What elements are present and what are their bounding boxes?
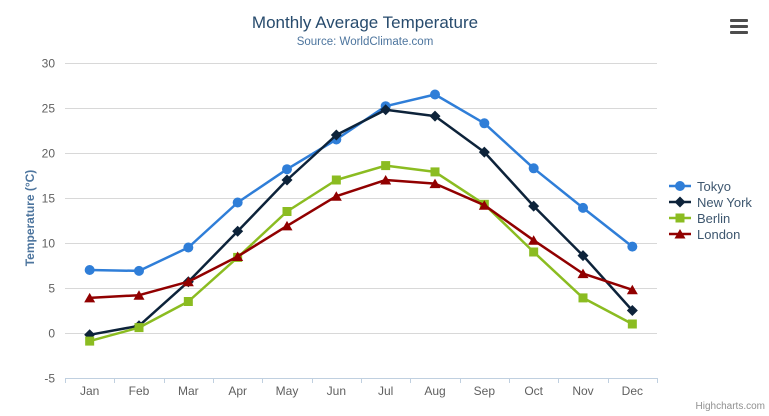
marker-berlin[interactable] [85, 336, 95, 346]
marker-london[interactable] [330, 191, 342, 201]
x-axis-label: May [276, 384, 299, 398]
legend-label: Berlin [697, 210, 731, 226]
series-line-london[interactable] [89, 178, 633, 300]
marker-london[interactable] [528, 235, 540, 245]
marker-new-york[interactable] [380, 104, 392, 116]
y-axis-label: 10 [42, 237, 56, 251]
marker-london[interactable] [84, 292, 96, 303]
legend-marker-triangle-icon [669, 229, 691, 239]
marker-london[interactable] [577, 268, 589, 279]
legend-marker-diamond-icon [669, 196, 691, 208]
marker-new-york[interactable] [478, 146, 490, 158]
marker-tokyo[interactable] [183, 242, 194, 253]
marker-london[interactable] [182, 276, 194, 287]
x-axis-label: Feb [129, 384, 150, 398]
marker-berlin[interactable] [331, 175, 341, 185]
x-axis-label: Sep [474, 384, 496, 398]
marker-tokyo[interactable] [627, 241, 638, 252]
marker-new-york[interactable] [281, 174, 293, 186]
legend: Tokyo New York Berlin London [668, 178, 752, 242]
legend-item-tokyo[interactable]: Tokyo [668, 178, 752, 194]
marker-tokyo[interactable] [84, 265, 95, 275]
y-axis-label: 15 [42, 192, 56, 206]
marker-london[interactable] [133, 290, 145, 300]
y-axis-label: 30 [42, 57, 56, 71]
marker-berlin[interactable] [183, 297, 193, 306]
marker-tokyo[interactable] [528, 163, 539, 174]
marker-tokyo[interactable] [479, 118, 490, 129]
legend-label: Tokyo [697, 178, 731, 194]
legend-item-berlin[interactable]: Berlin [668, 210, 752, 226]
x-axis-label: Mar [178, 384, 199, 398]
marker-new-york[interactable] [577, 250, 589, 262]
y-axis-label: 20 [42, 147, 56, 161]
marker-tokyo[interactable] [134, 265, 144, 276]
legend-label: New York [697, 194, 752, 210]
marker-berlin[interactable] [282, 207, 292, 216]
y-axis-label: 5 [48, 282, 55, 296]
marker-london[interactable] [281, 220, 293, 231]
x-axis-label: Apr [228, 384, 247, 398]
marker-tokyo[interactable] [282, 164, 292, 175]
chart-title: Monthly Average Temperature [251, 13, 479, 32]
y-axis-label: 25 [42, 102, 56, 116]
marker-london[interactable] [429, 178, 441, 189]
series-line-berlin[interactable] [89, 164, 633, 343]
marker-tokyo[interactable] [232, 197, 243, 208]
credits-link[interactable]: Highcharts.com [695, 401, 765, 412]
y-axis-label: -5 [44, 372, 55, 386]
marker-berlin[interactable] [134, 323, 144, 333]
marker-berlin[interactable] [430, 167, 440, 177]
marker-new-york[interactable] [429, 110, 441, 122]
y-axis-title: Temperature (°C) [23, 169, 37, 267]
marker-berlin[interactable] [627, 319, 637, 329]
series-line-new-york[interactable] [89, 108, 634, 337]
marker-tokyo[interactable] [578, 202, 588, 213]
marker-berlin[interactable] [578, 293, 588, 303]
marker-berlin[interactable] [529, 247, 539, 257]
x-axis-label: Jun [327, 384, 346, 398]
marker-new-york[interactable] [330, 129, 342, 141]
y-axis-label: 0 [48, 327, 55, 341]
marker-london[interactable] [626, 284, 638, 295]
marker-new-york[interactable] [232, 225, 244, 237]
marker-london[interactable] [478, 200, 490, 210]
x-axis-label: Jul [378, 384, 393, 398]
chart-subtitle: Source: WorldClimate.com [296, 36, 434, 48]
marker-new-york[interactable] [528, 200, 540, 212]
marker-tokyo[interactable] [430, 89, 440, 100]
legend-item-new-york[interactable]: New York [668, 194, 752, 210]
legend-marker-circle-icon [669, 181, 691, 191]
marker-london[interactable] [232, 251, 244, 262]
x-axis-label: Dec [622, 384, 643, 398]
marker-london[interactable] [380, 175, 392, 185]
legend-item-london[interactable]: London [668, 226, 752, 242]
legend-marker-square-icon [669, 213, 691, 223]
series-line-tokyo[interactable] [89, 93, 634, 273]
marker-new-york[interactable] [626, 305, 638, 316]
x-axis-label: Nov [572, 384, 593, 398]
legend-label: London [697, 226, 741, 242]
x-axis-label: Oct [524, 384, 543, 398]
marker-berlin[interactable] [381, 161, 391, 171]
context-menu-button[interactable] [729, 16, 753, 37]
x-axis-label: Aug [424, 384, 445, 398]
x-axis-label: Jan [80, 384, 99, 398]
